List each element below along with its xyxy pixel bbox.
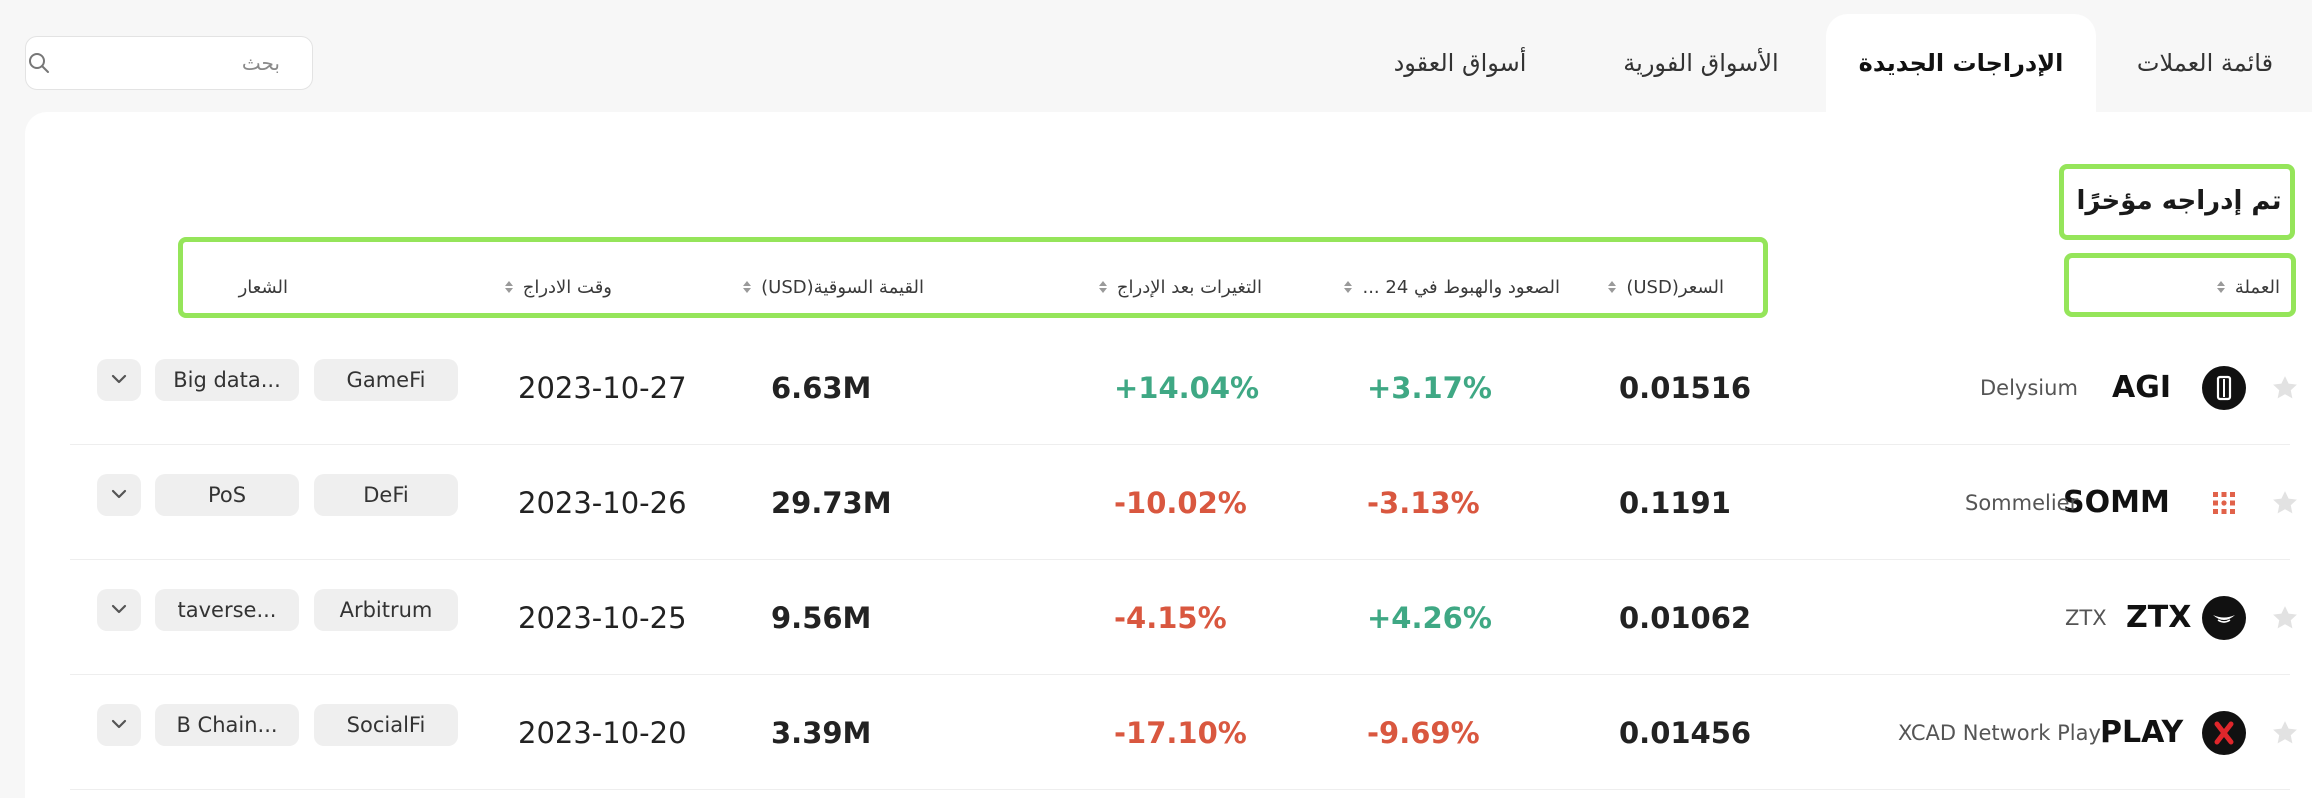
coin-name: ZTX: [2065, 605, 2107, 630]
star-icon[interactable]: [2270, 603, 2300, 633]
table-row[interactable]: AGI Delysium 0.01516 +3.17% +14.04% 6.63…: [70, 330, 2297, 445]
market-cap-value: 3.39M: [771, 715, 872, 750]
highlight-box-column-headers: [178, 237, 1768, 318]
col-head-listing-time[interactable]: وقت الادراج: [500, 270, 612, 304]
chevron-down-icon: [110, 485, 128, 504]
tag-pill[interactable]: taverse...: [155, 588, 299, 631]
tab-new-listings[interactable]: الإدراجات الجديدة: [1826, 14, 2096, 112]
listing-date: 2023-10-20: [518, 715, 687, 750]
col-head-tags-label: الشعار: [238, 276, 288, 298]
coin-name: Delysium: [1980, 375, 2078, 400]
highlight-box-title: [2059, 164, 2295, 240]
tag-pill[interactable]: Arbitrum: [314, 588, 458, 631]
main-panel: [25, 112, 2312, 798]
col-head-price[interactable]: السعر(USD): [1600, 270, 1724, 304]
col-head-tags: الشعار: [238, 270, 288, 304]
table-row[interactable]: ZTX ZTX 0.01062 +4.26% -4.15% 9.56M 2023…: [70, 560, 2297, 675]
price-value: 0.1191: [1619, 485, 1731, 520]
tag-pill[interactable]: B Chain...: [155, 703, 299, 746]
col-head-market-cap[interactable]: القيمة السوقية(USD): [743, 270, 924, 304]
col-head-change24h-label: الصعود والهبوط في 24 ...: [1362, 276, 1560, 298]
table-row[interactable]: PLAY XCAD Network Play 0.01456 -9.69% -1…: [70, 675, 2297, 790]
ztx-logo-icon: [2202, 595, 2246, 640]
market-cap-value: 6.63M: [771, 370, 872, 405]
coin-symbol: PLAY: [2100, 715, 2184, 750]
coin-name: Sommelier: [1965, 490, 2079, 515]
coin-symbol: AGI: [2112, 370, 2172, 405]
sort-icon: [743, 281, 752, 293]
coin-symbol: ZTX: [2126, 600, 2192, 635]
change-since-listing-value: +14.04%: [1114, 370, 1260, 405]
change24h-value: +4.26%: [1367, 600, 1492, 635]
change-since-listing-value: -17.10%: [1114, 715, 1247, 750]
tag-pill[interactable]: GameFi: [314, 358, 458, 401]
tag-pill[interactable]: DeFi: [314, 473, 458, 516]
col-head-change-since-label: التغيرات بعد الإدراج: [1116, 276, 1262, 298]
tag-pill[interactable]: SocialFi: [314, 703, 458, 746]
listing-date: 2023-10-26: [518, 485, 687, 520]
tab-coin-list[interactable]: قائمة العملات: [2136, 49, 2274, 77]
star-icon[interactable]: [2270, 718, 2300, 748]
change-since-listing-value: -10.02%: [1114, 485, 1247, 520]
market-cap-value: 9.56M: [771, 600, 872, 635]
search-input[interactable]: [60, 51, 280, 75]
listing-date: 2023-10-25: [518, 600, 687, 635]
expand-tags-button[interactable]: [97, 703, 141, 746]
star-icon[interactable]: [2270, 373, 2300, 403]
coin-name: XCAD Network Play: [1898, 720, 2101, 745]
tag-pill[interactable]: PoS: [155, 473, 299, 516]
change24h-value: +3.17%: [1367, 370, 1492, 405]
col-head-listing-time-label: وقت الادراج: [522, 276, 612, 298]
tab-futures-markets[interactable]: أسواق العقود: [1393, 49, 1527, 77]
expand-tags-button[interactable]: [97, 588, 141, 631]
tab-spot-markets[interactable]: الأسواق الفورية: [1623, 49, 1779, 77]
section-title: تم إدراجه مؤخرًا: [2076, 186, 2282, 216]
highlight-box-coin-header: [2064, 253, 2296, 317]
delysium-logo-icon: [2202, 365, 2246, 410]
col-head-coin[interactable]: العملة: [2170, 270, 2280, 304]
change-since-listing-value: -4.15%: [1114, 600, 1227, 635]
col-head-market-cap-label: القيمة السوقية(USD): [761, 276, 924, 298]
sort-icon: [1098, 281, 1107, 293]
chevron-down-icon: [110, 600, 128, 619]
sort-icon: [1344, 281, 1353, 293]
change24h-value: -9.69%: [1367, 715, 1480, 750]
sort-icon: [504, 281, 513, 293]
change24h-value: -3.13%: [1367, 485, 1480, 520]
sort-icon: [2216, 281, 2225, 293]
market-cap-value: 29.73M: [771, 485, 892, 520]
chevron-down-icon: [110, 370, 128, 389]
price-value: 0.01516: [1619, 370, 1752, 405]
search-box[interactable]: [25, 36, 313, 90]
price-value: 0.01456: [1619, 715, 1752, 750]
sommelier-logo-icon: [2202, 481, 2246, 525]
search-icon: [26, 50, 52, 76]
coin-symbol: SOMM: [2063, 485, 2170, 520]
star-icon[interactable]: [2270, 488, 2300, 518]
table-row[interactable]: SOMM Sommelier 0.1191 -3.13% -10.02% 29.…: [70, 445, 2297, 560]
sort-icon: [1608, 281, 1617, 293]
col-head-coin-label: العملة: [2234, 276, 2280, 298]
col-head-change-since-listing[interactable]: التغيرات بعد الإدراج: [1094, 270, 1262, 304]
expand-tags-button[interactable]: [97, 473, 141, 516]
col-head-price-label: السعر(USD): [1626, 276, 1724, 298]
xcad-logo-icon: [2202, 710, 2246, 755]
price-value: 0.01062: [1619, 600, 1752, 635]
listing-date: 2023-10-27: [518, 370, 687, 405]
chevron-down-icon: [110, 715, 128, 734]
tag-pill[interactable]: Big data...: [155, 358, 299, 401]
col-head-change24h[interactable]: الصعود والهبوط في 24 ...: [1344, 270, 1560, 304]
expand-tags-button[interactable]: [97, 358, 141, 401]
